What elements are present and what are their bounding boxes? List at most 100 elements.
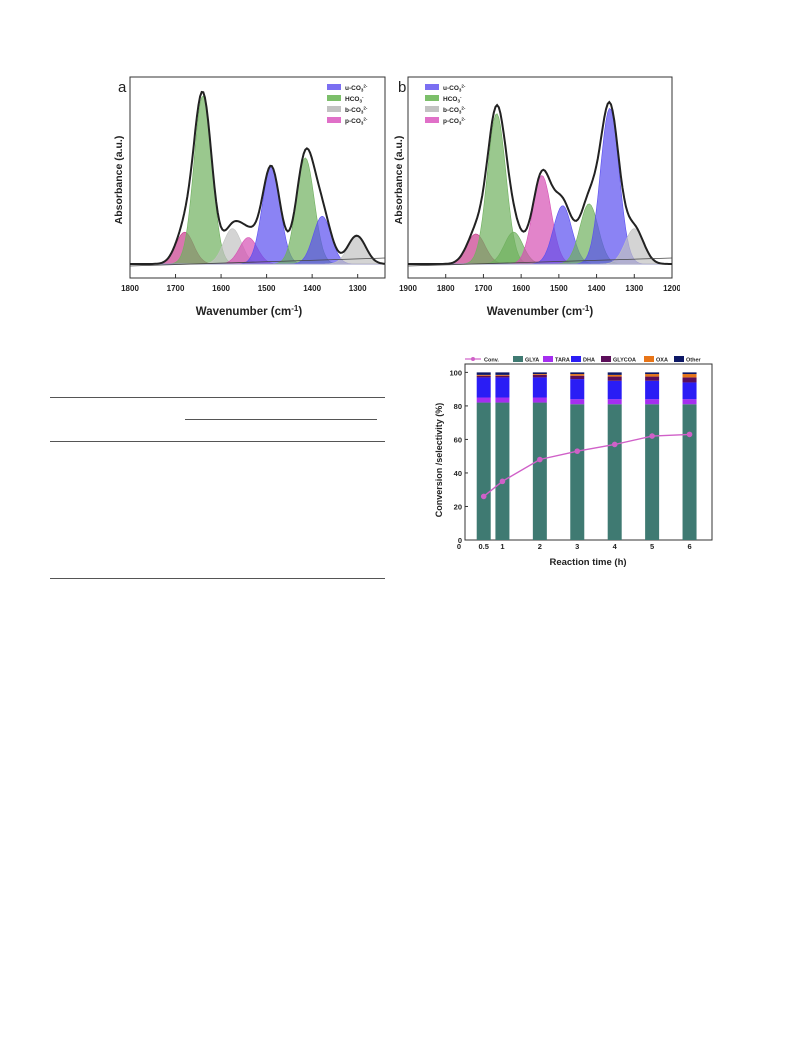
bar-other-2: [532, 372, 547, 375]
x-tick-label: 0: [457, 542, 461, 551]
legend-label: p-CO32-: [443, 117, 466, 126]
x-tick-label: 1400: [303, 284, 321, 293]
x-tick-label: 1700: [167, 284, 185, 293]
legend-label: GLYCOA: [613, 358, 636, 364]
x-tick-label: 1800: [121, 284, 139, 293]
x-tick-label: 5: [650, 542, 654, 551]
legend-label: GLYA: [525, 358, 539, 364]
conversion-point: [686, 431, 693, 438]
bar-glya-1: [495, 402, 510, 540]
legend-a: u-CO32- HCO3- b-CO32- p-CO32-: [327, 84, 368, 126]
legend-label: Other: [686, 358, 702, 364]
ir-spectrum-panel-b: b 1900 1800 1700 1600 1500 1400 1300 1200 u-CO3…: [393, 76, 680, 318]
bar-oxa-1: [495, 374, 510, 376]
stacked-bars: [476, 372, 697, 540]
legend-marker: [471, 357, 475, 361]
legend-swatch: [543, 356, 553, 362]
legend-swatch: [327, 95, 341, 101]
legend-swatch: [425, 117, 439, 123]
legend-label: HCO3-: [345, 95, 364, 104]
bar-glya-0.5: [476, 402, 491, 540]
baseline: [407, 257, 673, 267]
legend-swatch: [425, 95, 439, 101]
bar-tara-0.5: [476, 397, 491, 403]
y-tick-label: 0: [458, 536, 462, 545]
legend-swatch: [571, 356, 581, 362]
conversion-point: [537, 456, 543, 463]
bar-tara-6: [682, 399, 697, 405]
x-tick-label: 6: [687, 542, 691, 551]
bar-oxa-0.5: [476, 374, 491, 376]
legend-swatch: [601, 356, 611, 362]
y-tick-label: 80: [454, 402, 462, 411]
bar-glya-2: [532, 402, 547, 540]
baseline: [129, 257, 386, 267]
conversion-point: [611, 441, 618, 448]
conversion-selectivity-chart: Conv. GLYA TARA DHA GLYCOA OXA Other 020406080…: [434, 356, 713, 568]
legend-label: b-CO32-: [345, 106, 368, 115]
bar-oxa-4: [607, 374, 622, 377]
bar-oxa-2: [532, 374, 547, 375]
x-tick-label: 1300: [625, 284, 643, 293]
y-axis-label-c: Conversion /selectivity (%): [434, 403, 444, 518]
x-tick-label: 1: [500, 542, 504, 551]
y-axis-label-a: Absorbance (a.u.): [113, 136, 125, 225]
bar-glya-5: [645, 404, 660, 540]
legend-label: TARA: [555, 358, 570, 364]
bar-glya-3: [570, 404, 585, 540]
legend-label: p-CO32-: [345, 117, 368, 126]
legend-b: u-CO32- HCO3- b-CO32- p-CO32-: [425, 84, 466, 126]
legend-label: u-CO32-: [443, 84, 466, 93]
bar-dha-1: [495, 377, 510, 398]
peaks-b: [407, 100, 673, 267]
x-tick-label: 1600: [212, 284, 230, 293]
fit-envelope: [408, 100, 672, 265]
conversion-point: [499, 478, 506, 485]
x-tick-label: 3: [575, 542, 579, 551]
bar-tara-1: [495, 397, 510, 403]
x-tick-label: 1700: [475, 284, 493, 293]
y-tick-label: 20: [454, 502, 462, 511]
bar-oxa-3: [570, 374, 585, 376]
legend-swatch: [644, 356, 654, 362]
bar-other-6: [682, 372, 697, 375]
x-ticks-c: 0 0.5 1 2 3 4 5 6: [457, 542, 692, 551]
bar-other-5: [645, 372, 660, 375]
x-ticks-a: 1800 1700 1600 1500 1400 1300: [121, 274, 367, 293]
bar-dha-0.5: [476, 377, 491, 398]
bar-glycoa-5: [645, 376, 660, 381]
conversion-line: [480, 431, 693, 500]
bar-glycoa-2: [532, 374, 547, 378]
y-tick-label: 60: [454, 435, 462, 444]
x-tick-label: 2: [538, 542, 542, 551]
legend-swatch: [425, 84, 439, 90]
ir-spectrum-panel-a: a 1800 1700 1600 1500 1400 1300 u-CO32- HCO3- b…: [113, 76, 386, 318]
table-header-rule: [50, 441, 385, 442]
y-ticks-c: 0 20 40 60 80 100: [449, 368, 468, 545]
bar-glycoa-4: [607, 376, 622, 381]
legend-label: OXA: [656, 358, 668, 364]
bar-glya-6: [682, 404, 697, 540]
bar-dha-2: [532, 377, 547, 398]
bar-glycoa-1: [495, 375, 510, 378]
x-axis-label-c: Reaction time (h): [549, 557, 626, 568]
peaks-a: [129, 90, 386, 267]
conversion-point: [649, 433, 655, 439]
x-ticks-b: 1900 1800 1700 1600 1500 1400 1300 1200: [399, 274, 680, 293]
legend-c: Conv. GLYA TARA DHA GLYCOA OXA Other: [465, 356, 702, 364]
legend-label: b-CO32-: [443, 106, 466, 115]
bar-dha-5: [645, 380, 660, 400]
bar-tara-4: [607, 399, 622, 405]
legend-swatch: [425, 106, 439, 112]
legend-swatch: [513, 356, 523, 362]
x-tick-label: 1600: [512, 284, 530, 293]
table-bottom-rule: [50, 578, 385, 579]
panel-label-a: a: [118, 79, 127, 96]
table-column-group-rule: [185, 419, 377, 420]
bar-other-3: [570, 372, 585, 375]
bar-dha-4: [607, 380, 622, 400]
bar-tara-5: [645, 399, 660, 405]
conversion-point: [574, 448, 581, 454]
y-tick-label: 100: [449, 368, 462, 377]
bar-dha-3: [570, 379, 585, 400]
